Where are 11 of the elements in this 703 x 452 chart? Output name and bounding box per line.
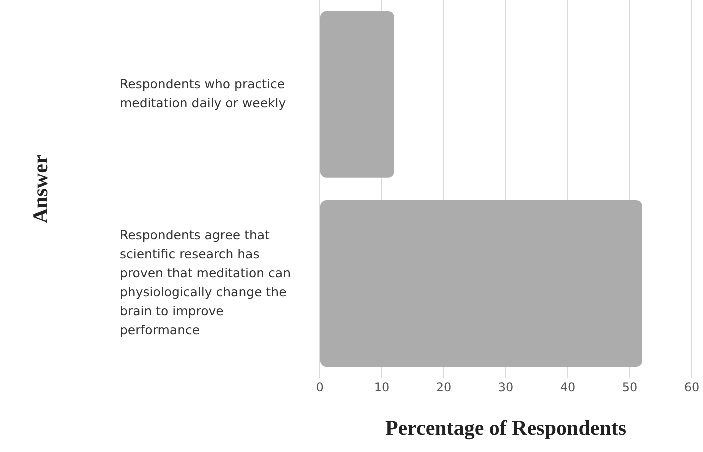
x-tick-label: 50 xyxy=(622,380,638,395)
x-tick-label: 40 xyxy=(560,380,576,395)
x-tick-label: 0 xyxy=(316,380,324,395)
y-tick-label: Respondents agree that scientific research has proven that meditation can physiologically change the brain to improve performance xyxy=(120,228,291,338)
x-tick-label: 30 xyxy=(498,380,514,395)
x-tick-label: 20 xyxy=(436,380,452,395)
x-axis-title: Percentage of Respondents xyxy=(385,416,627,440)
x-tick-label: 10 xyxy=(374,380,390,395)
y-tick-label: Respondents who practice meditation daily or weekly xyxy=(120,76,287,110)
y-axis-title: Answer xyxy=(28,154,52,224)
x-tick-label: 60 xyxy=(684,380,700,395)
